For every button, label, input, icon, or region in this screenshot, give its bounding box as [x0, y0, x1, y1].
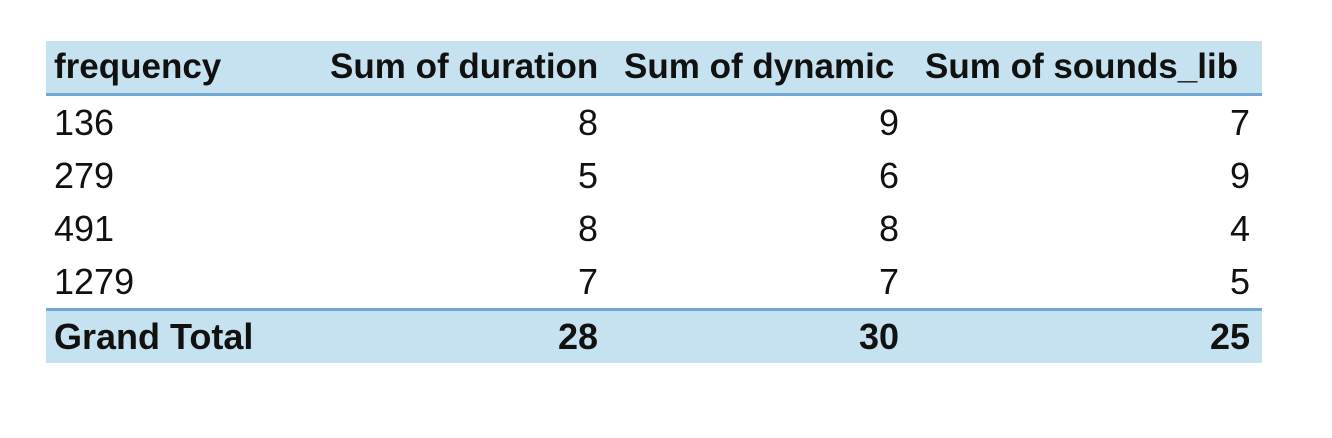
value-cell[interactable]: 8 — [577, 207, 598, 249]
grand-total-sounds-lib[interactable]: 25 — [1209, 316, 1250, 357]
row-label[interactable]: 491 — [54, 207, 115, 249]
grand-total-dynamic[interactable]: 30 — [858, 316, 899, 357]
value-cell[interactable]: 8 — [878, 207, 899, 249]
grand-total-label[interactable]: Grand Total — [54, 316, 254, 357]
header-sum-of-dynamic[interactable]: Sum of dynamic — [624, 47, 895, 86]
table-row: 491 8 8 4 — [46, 202, 1262, 255]
row-label[interactable]: 136 — [54, 101, 115, 143]
value-cell[interactable]: 8 — [577, 101, 598, 143]
header-frequency[interactable]: frequency — [54, 47, 222, 86]
value-cell[interactable]: 7 — [577, 260, 598, 302]
table-row: 136 8 9 7 — [46, 96, 1262, 149]
pivot-table: frequency Sum of duration Sum of dynamic… — [46, 41, 1262, 363]
row-label[interactable]: 1279 — [54, 260, 135, 302]
row-label[interactable]: 279 — [54, 154, 115, 196]
value-cell[interactable]: 9 — [878, 101, 899, 143]
table-row: 1279 7 7 5 — [46, 255, 1262, 308]
value-cell[interactable]: 5 — [577, 154, 598, 196]
header-sum-of-sounds-lib[interactable]: Sum of sounds_lib — [925, 47, 1239, 86]
grand-total-row: Grand Total 28 30 25 — [46, 308, 1262, 363]
value-cell[interactable]: 4 — [1229, 207, 1250, 249]
value-cell[interactable]: 7 — [878, 260, 899, 302]
header-row: frequency Sum of duration Sum of dynamic… — [46, 41, 1262, 96]
value-cell[interactable]: 7 — [1229, 101, 1250, 143]
value-cell[interactable]: 5 — [1229, 260, 1250, 302]
table-row: 279 5 6 9 — [46, 149, 1262, 202]
header-sum-of-duration[interactable]: Sum of duration — [330, 47, 599, 86]
grand-total-duration[interactable]: 28 — [557, 316, 598, 357]
value-cell[interactable]: 6 — [878, 154, 899, 196]
value-cell[interactable]: 9 — [1229, 154, 1250, 196]
